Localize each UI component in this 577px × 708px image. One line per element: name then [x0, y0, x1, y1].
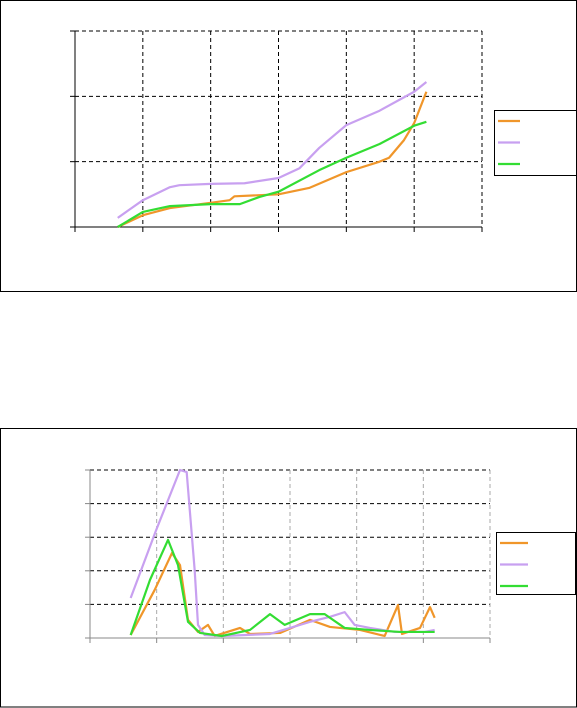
- series-line: [117, 91, 428, 228]
- chart-frame: [0, 428, 577, 708]
- series-line: [117, 120, 427, 228]
- chart-frame: [0, 0, 577, 292]
- series-line: [129, 468, 435, 638]
- series-line: [129, 538, 435, 638]
- series-line: [117, 81, 428, 219]
